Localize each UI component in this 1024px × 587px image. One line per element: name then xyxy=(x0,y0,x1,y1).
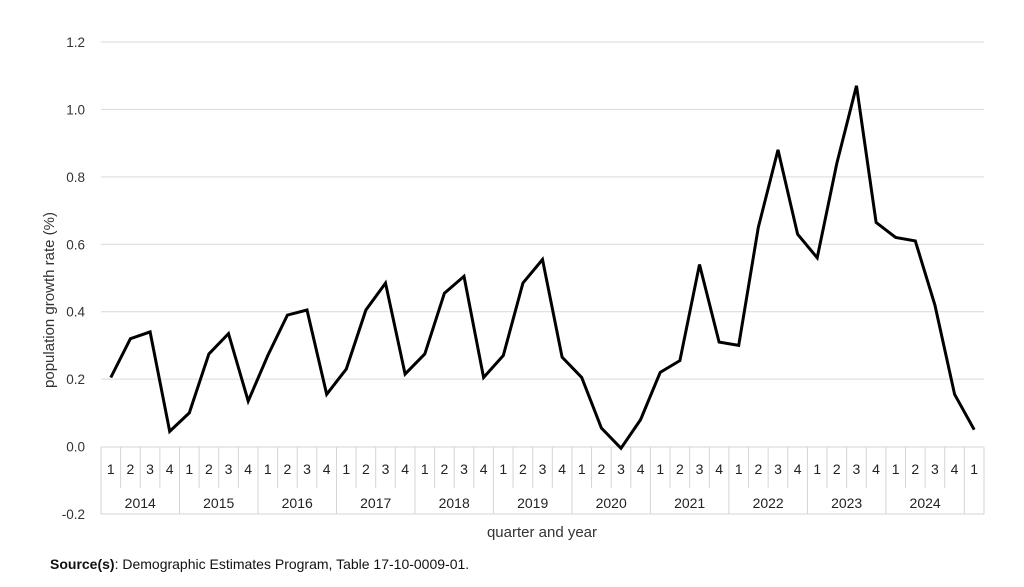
quarter-tick-label: 3 xyxy=(539,461,547,477)
series-lines xyxy=(109,85,976,451)
year-labels: 2014 2015 2016 2017 2018 2019 2020 2021 2022 2023… xyxy=(125,495,941,511)
year-tick-label: 2023 xyxy=(831,495,862,511)
quarter-tick-label: 4 xyxy=(637,461,645,477)
quarter-tick-label: 1 xyxy=(499,461,507,477)
y-tick-label: 0.6 xyxy=(66,237,85,252)
quarter-tick-label: 2 xyxy=(205,461,213,477)
quarter-tick-label: 1 xyxy=(970,461,978,477)
year-tick-label: 2019 xyxy=(517,495,548,511)
quarter-tick-label: 4 xyxy=(244,461,252,477)
quarter-tick-label: 2 xyxy=(911,461,919,477)
quarter-tick-label: 3 xyxy=(303,461,311,477)
quarter-tick-label: 4 xyxy=(401,461,409,477)
quarter-tick-label: 3 xyxy=(617,461,625,477)
year-tick-label: 2015 xyxy=(203,495,234,511)
year-tick-label: 2020 xyxy=(596,495,627,511)
quarter-tick-label: 2 xyxy=(754,461,762,477)
quarter-tick-label: 3 xyxy=(146,461,154,477)
year-tick-label: 2016 xyxy=(282,495,313,511)
quarter-tick-label: 4 xyxy=(715,461,723,477)
y-tick-label: 0.0 xyxy=(66,440,85,455)
quarter-tick-label: 1 xyxy=(735,461,743,477)
quarter-tick-label: 1 xyxy=(421,461,429,477)
y-tick-label: 0.2 xyxy=(66,372,85,387)
quarter-tick-label: 1 xyxy=(185,461,193,477)
y-axis-ticks: -0.2 0.0 0.2 0.4 0.6 0.8 1.0 1.2 xyxy=(62,35,86,522)
y-tick-label: 0.8 xyxy=(66,170,85,185)
quarter-tick-label: 4 xyxy=(794,461,802,477)
quarter-tick-label: 2 xyxy=(519,461,527,477)
quarter-tick-label: 1 xyxy=(578,461,586,477)
quarter-tick-label: 4 xyxy=(166,461,174,477)
quarter-tick-label: 1 xyxy=(264,461,272,477)
year-tick-label: 2014 xyxy=(125,495,156,511)
series-line xyxy=(109,85,976,451)
quarter-tick-label: 2 xyxy=(127,461,135,477)
y-tick-label: -0.2 xyxy=(62,507,85,522)
y-tick-label: 1.0 xyxy=(66,102,85,117)
quarter-tick-label: 4 xyxy=(872,461,880,477)
quarter-tick-label: 2 xyxy=(362,461,370,477)
gridlines xyxy=(101,41,984,380)
quarter-tick-label: 4 xyxy=(558,461,566,477)
y-tick-label: 1.2 xyxy=(66,35,85,50)
quarter-tick-label: 2 xyxy=(440,461,448,477)
quarter-tick-label: 2 xyxy=(597,461,605,477)
source-label: Source(s) xyxy=(50,556,115,572)
quarter-tick-label: 3 xyxy=(460,461,468,477)
quarter-tick-label: 1 xyxy=(656,461,664,477)
quarter-tick-label: 1 xyxy=(813,461,821,477)
quarter-tick-label: 2 xyxy=(833,461,841,477)
y-tick-label: 0.4 xyxy=(66,305,85,320)
category-axis-table xyxy=(100,446,985,515)
year-tick-label: 2018 xyxy=(439,495,470,511)
year-tick-label: 2022 xyxy=(753,495,784,511)
quarter-tick-label: 3 xyxy=(853,461,861,477)
quarter-tick-label: 4 xyxy=(323,461,331,477)
quarter-tick-label: 3 xyxy=(931,461,939,477)
source-note: Source(s): Demographic Estimates Program… xyxy=(50,556,469,572)
x-axis-title: quarter and year xyxy=(487,524,597,541)
source-text: : Demographic Estimates Program, Table 1… xyxy=(114,556,470,572)
quarter-tick-label: 1 xyxy=(107,461,115,477)
quarter-tick-label: 3 xyxy=(774,461,782,477)
quarter-tick-label: 4 xyxy=(951,461,959,477)
year-tick-label: 2021 xyxy=(674,495,705,511)
quarter-tick-label: 3 xyxy=(225,461,233,477)
y-axis-title: population growth rate (%) xyxy=(41,212,58,388)
quarter-tick-label: 3 xyxy=(696,461,704,477)
quarter-tick-label: 4 xyxy=(480,461,488,477)
quarter-tick-label: 2 xyxy=(284,461,292,477)
quarter-tick-label: 1 xyxy=(892,461,900,477)
year-tick-label: 2024 xyxy=(910,495,941,511)
quarter-tick-label: 1 xyxy=(342,461,350,477)
quarter-tick-label: 2 xyxy=(676,461,684,477)
quarter-tick-label: 3 xyxy=(382,461,390,477)
year-tick-label: 2017 xyxy=(360,495,391,511)
